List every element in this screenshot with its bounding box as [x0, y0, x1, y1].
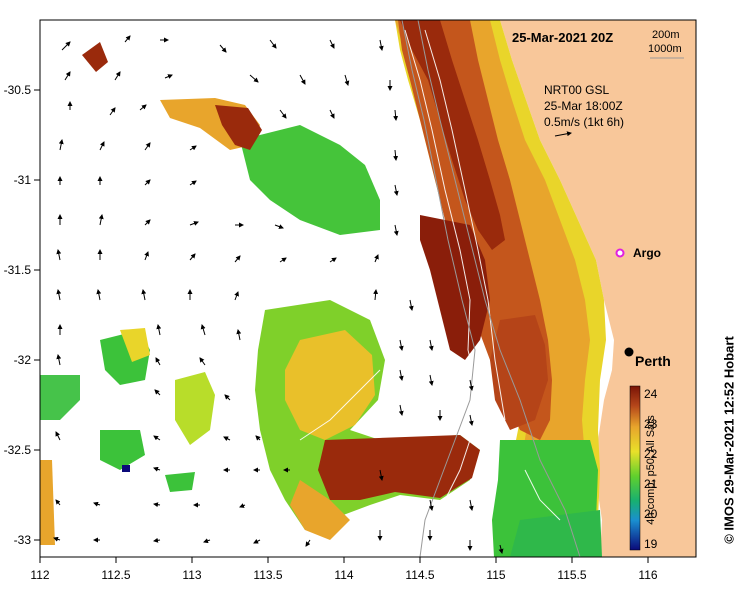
- x-tick-label: 115: [486, 568, 505, 582]
- sst-field: [40, 20, 606, 557]
- y-tick-label: -30.5: [4, 83, 32, 97]
- colorbar-tick-label: 22: [644, 447, 658, 461]
- colorbar-tick-label: 24: [644, 387, 658, 401]
- x-tick-label: 113: [182, 568, 201, 582]
- depth-1000-label: 1000m: [648, 43, 682, 55]
- perth-marker-icon: [624, 347, 634, 357]
- plot-frame: [39, 19, 697, 558]
- date-label: 25-Mar-2021 20Z: [512, 30, 613, 45]
- y-tick-label: -31: [14, 173, 32, 187]
- x-tick-label: 114: [334, 568, 353, 582]
- colorbar-tick-label: 23: [644, 417, 658, 431]
- currents-time: 25-Mar 18:00Z: [544, 99, 623, 113]
- x-tick-label: 112.5: [101, 568, 130, 582]
- bathymetry-contours: [299, 29, 561, 521]
- x-tick-label: 113.5: [253, 568, 282, 582]
- current-vectors: [53, 35, 504, 554]
- argo-marker-icon: [615, 248, 625, 258]
- colorbar-tick-label: 21: [644, 477, 658, 491]
- argo-label: Argo: [633, 246, 661, 260]
- currents-product: NRT00 GSL: [544, 83, 609, 97]
- x-tick-label: 114.5: [405, 568, 434, 582]
- y-tick-label: -31.5: [4, 263, 32, 277]
- depth-200-label: 200m: [652, 29, 680, 41]
- colorbar-label: 4h comp, p50, All Sats: [645, 415, 657, 525]
- colorbar: [629, 385, 641, 551]
- land: [500, 20, 696, 557]
- x-tick-label: 116: [638, 568, 657, 582]
- y-tick-label: -32: [14, 353, 32, 367]
- scale-arrow: [554, 131, 572, 137]
- y-tick-label: -32.5: [4, 443, 32, 457]
- x-tick-label: 115.5: [557, 568, 586, 582]
- x-tick-label: 112: [30, 568, 49, 582]
- perth-label: Perth: [635, 353, 671, 369]
- axis-ticks: [34, 89, 649, 563]
- credit-text: © IMOS 29-Mar-2021 12:52 Hobart: [721, 336, 737, 544]
- currents-scale: 0.5m/s (1kt 6h): [544, 115, 624, 129]
- bathymetry-contours-grey: [401, 19, 581, 558]
- colorbar-tick-label: 19: [644, 537, 658, 551]
- y-tick-label: -33: [14, 533, 32, 547]
- colorbar-tick-label: 20: [644, 507, 658, 521]
